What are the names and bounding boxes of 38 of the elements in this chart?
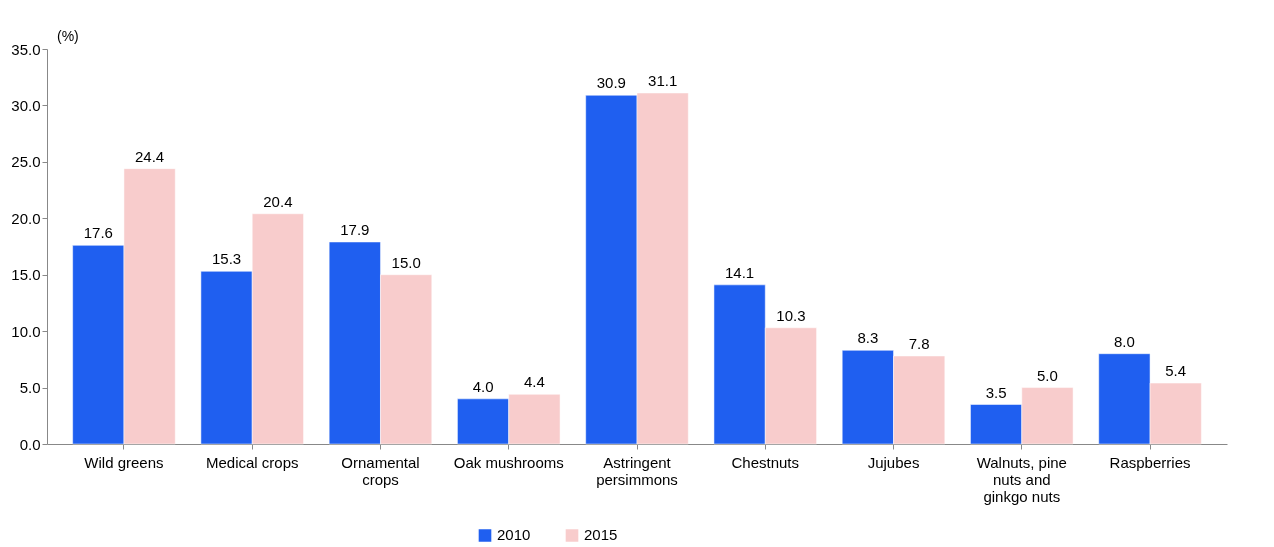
data-label: 17.9 <box>340 220 370 238</box>
data-label: 17.6 <box>83 224 113 242</box>
data-label: 24.4 <box>135 147 165 165</box>
y-axis-title: (%) <box>57 28 79 44</box>
x-tick-label: Ornamental crops <box>341 453 420 488</box>
data-label: 4.4 <box>523 373 545 391</box>
y-tick-label: 30.0 <box>11 96 41 114</box>
x-tick-label: Wild greens <box>84 453 164 471</box>
y-tick-label: 5.0 <box>19 379 41 397</box>
data-label: 8.0 <box>1113 332 1135 350</box>
data-label: 4.0 <box>472 377 494 395</box>
y-tick-label: 20.0 <box>11 209 41 227</box>
y-tick-label: 10.0 <box>11 322 41 340</box>
x-tick-label: Raspberries <box>1109 453 1191 471</box>
data-label: 5.0 <box>1037 366 1058 384</box>
data-label: 15.0 <box>391 253 421 271</box>
legend-label: 2015 <box>584 526 618 544</box>
data-label: 31.1 <box>648 72 678 90</box>
x-tick-label: Oak mushrooms <box>453 453 564 471</box>
y-tick-label: 15.0 <box>11 266 41 284</box>
x-tick-label: Chestnuts <box>731 453 800 471</box>
data-label: 8.3 <box>857 329 879 347</box>
data-label: 30.9 <box>596 74 626 92</box>
legend-label: 2010 <box>497 526 531 544</box>
data-label: 7.8 <box>908 334 930 352</box>
x-tick-label: Walnuts, pine nuts and ginkgo nuts <box>976 453 1067 505</box>
y-tick-label: 35.0 <box>11 40 41 58</box>
x-tick-label: Jujubes <box>867 453 920 471</box>
x-tick-label: Astringent persimmons <box>596 453 678 488</box>
y-tick-label: 0.0 <box>19 435 41 453</box>
data-label: 20.4 <box>263 192 293 210</box>
y-tick-label: 25.0 <box>11 153 41 171</box>
data-label: 15.3 <box>211 250 242 268</box>
data-label: 10.3 <box>776 306 806 324</box>
x-tick-label: Medical crops <box>205 453 299 471</box>
data-label: 3.5 <box>985 383 1007 401</box>
data-label: 5.4 <box>1165 362 1187 380</box>
data-label: 14.1 <box>725 263 755 281</box>
